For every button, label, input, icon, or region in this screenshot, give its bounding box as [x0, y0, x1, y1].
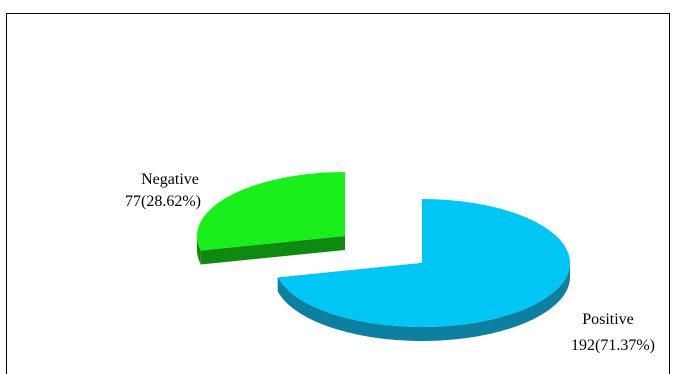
slice-edge-negative	[200, 236, 345, 265]
label-negative-name: Negative	[141, 171, 199, 188]
label-positive-value: 192(71.37%)	[571, 337, 655, 354]
slice-side-negative	[197, 236, 201, 265]
slice-negative	[197, 172, 345, 251]
label-positive-name: Positive	[582, 311, 634, 328]
slice-side-positive	[277, 263, 570, 342]
slice-positive	[277, 199, 571, 327]
label-negative-value: 77(28.62%)	[125, 193, 201, 210]
